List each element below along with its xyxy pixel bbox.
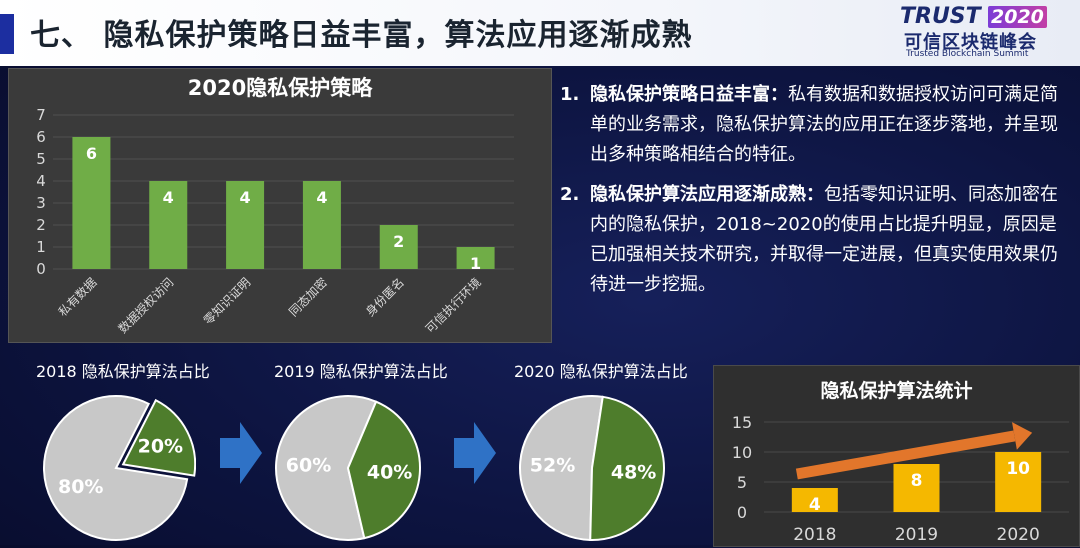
bar xyxy=(379,225,418,269)
x-tick-label: 数据授权访问 xyxy=(115,275,177,337)
y-tick-label: 4 xyxy=(36,172,46,190)
x-tick-label: 2018 xyxy=(793,525,836,545)
logo-chinese-name: 可信区块链峰会 xyxy=(904,32,1037,53)
bar xyxy=(791,488,838,512)
pie-slice xyxy=(43,395,189,541)
bar xyxy=(149,181,188,269)
point-2-heading: 隐私保护算法应用逐渐成熟： xyxy=(590,184,824,205)
x-tick-label: 可信执行环境 xyxy=(422,275,484,337)
pie-slice xyxy=(589,395,665,541)
logo-trust-text: TRUST xyxy=(900,4,981,29)
data-label: 4 xyxy=(809,495,821,515)
pie-2019-chart: 60% 40% xyxy=(275,395,421,541)
data-label: 4 xyxy=(163,188,174,207)
point-1: 1. 隐私保护策略日益丰富：私有数据和数据授权访问可满足简单的业务需求，隐私保护… xyxy=(560,80,1065,170)
pie-slice xyxy=(275,395,378,541)
bar xyxy=(302,181,341,269)
x-tick-label: 身份匿名 xyxy=(362,275,407,320)
x-tick-label: 2020 xyxy=(997,525,1040,545)
strategy-bar-chart-svg: 2020隐私保护策略 0 1 2 3 4 5 6 7 6 私有数据 4 数据授权访问 4 零知识证明 4 同态加… xyxy=(36,76,514,337)
pie-2020-title: 2020 隐私保护算法占比 xyxy=(514,362,688,381)
pie-label: 52% xyxy=(530,455,575,477)
y-tick-label: 5 xyxy=(36,150,46,168)
pie-label: 40% xyxy=(367,462,412,484)
bar xyxy=(72,137,111,269)
right-arrow-icon xyxy=(454,422,496,484)
y-tick-label: 3 xyxy=(36,194,46,212)
pie-label: 60% xyxy=(286,455,331,477)
pie-slice xyxy=(346,400,421,540)
chart-title: 2020隐私保护策略 xyxy=(188,76,373,100)
point-2: 2. 隐私保护算法应用逐渐成熟：包括零知识证明、同态加密在内的隐私保护，2018… xyxy=(560,180,1065,300)
pie-slice xyxy=(121,398,196,477)
pie-2018-chart: 80% 20% xyxy=(43,395,196,541)
pie-label: 20% xyxy=(138,435,183,457)
pie-slice xyxy=(519,395,604,542)
slide-title: 七、 隐私保护策略日益丰富，算法应用逐渐成熟 xyxy=(30,18,693,53)
data-label: 2 xyxy=(393,232,404,251)
title-bar: 七、 隐私保护策略日益丰富，算法应用逐渐成熟 TRUST 2020 可信区块链峰… xyxy=(0,0,1080,66)
bar xyxy=(226,181,265,269)
data-label: 6 xyxy=(86,144,97,163)
y-tick-label: 2 xyxy=(36,216,46,234)
data-label: 4 xyxy=(240,188,251,207)
y-tick-label: 1 xyxy=(36,238,46,256)
pie-label: 48% xyxy=(611,462,656,484)
pie-label: 80% xyxy=(58,476,103,498)
x-tick-label: 私有数据 xyxy=(55,275,100,320)
bar xyxy=(893,464,940,512)
algorithm-stats-chart: 隐私保护算法统计 0 5 10 15 4 2018 8 2019 10 2020 xyxy=(713,365,1080,547)
text-panel: 1. 隐私保护策略日益丰富：私有数据和数据授权访问可满足简单的业务需求，隐私保护… xyxy=(560,80,1065,310)
stats-chart-svg: 0 5 10 15 4 2018 8 2019 10 2020 xyxy=(732,413,1069,545)
stats-chart-title: 隐私保护算法统计 xyxy=(820,380,973,402)
right-arrow-icon xyxy=(220,422,262,484)
point-1-heading: 隐私保护策略日益丰富： xyxy=(590,84,788,105)
y-tick-label: 5 xyxy=(737,473,747,492)
point-1-number: 1. xyxy=(560,84,580,105)
title-accent-bar xyxy=(0,14,14,54)
logo-english-name: Trusted Blockchain Summit xyxy=(906,49,1029,59)
y-tick-label: 7 xyxy=(36,106,46,124)
logo-year-badge: 2020 xyxy=(988,6,1047,28)
trend-arrow xyxy=(795,430,1016,480)
y-tick-label: 0 xyxy=(737,503,747,522)
bar xyxy=(456,247,495,269)
y-tick-label: 6 xyxy=(36,128,46,146)
y-tick-label: 15 xyxy=(732,413,752,432)
point-1-body: 私有数据和数据授权访问可满足简单的业务需求，隐私保护算法的应用正在逐步落地，并呈… xyxy=(590,84,1058,165)
pie-2018-title: 2018 隐私保护算法占比 xyxy=(36,362,210,381)
summit-logo: TRUST 2020 可信区块链峰会 Trusted Blockchain Su… xyxy=(900,4,1047,62)
strategy-bar-chart: 2020隐私保护策略 0 1 2 3 4 5 6 7 6 私有数据 4 数据授权访问 4 零知识证明 4 同态加… xyxy=(8,68,552,343)
x-tick-label: 零知识证明 xyxy=(201,275,253,327)
x-tick-label: 同态加密 xyxy=(285,275,330,320)
point-2-body: 包括零知识证明、同态加密在内的隐私保护，2018~2020的使用占比提升明显，原… xyxy=(590,184,1058,295)
pie-2019-title: 2019 隐私保护算法占比 xyxy=(274,362,448,381)
data-label: 4 xyxy=(316,188,327,207)
x-tick-label: 2019 xyxy=(895,525,938,545)
bar xyxy=(995,452,1042,512)
data-label: 8 xyxy=(911,471,923,491)
y-tick-label: 0 xyxy=(36,260,46,278)
trend-arrowhead xyxy=(1012,422,1033,450)
point-2-number: 2. xyxy=(560,184,580,205)
data-label: 10 xyxy=(1006,459,1030,479)
pie-2020-chart: 52% 48% xyxy=(519,395,665,542)
data-label: 1 xyxy=(470,254,481,273)
y-tick-label: 10 xyxy=(732,443,752,462)
